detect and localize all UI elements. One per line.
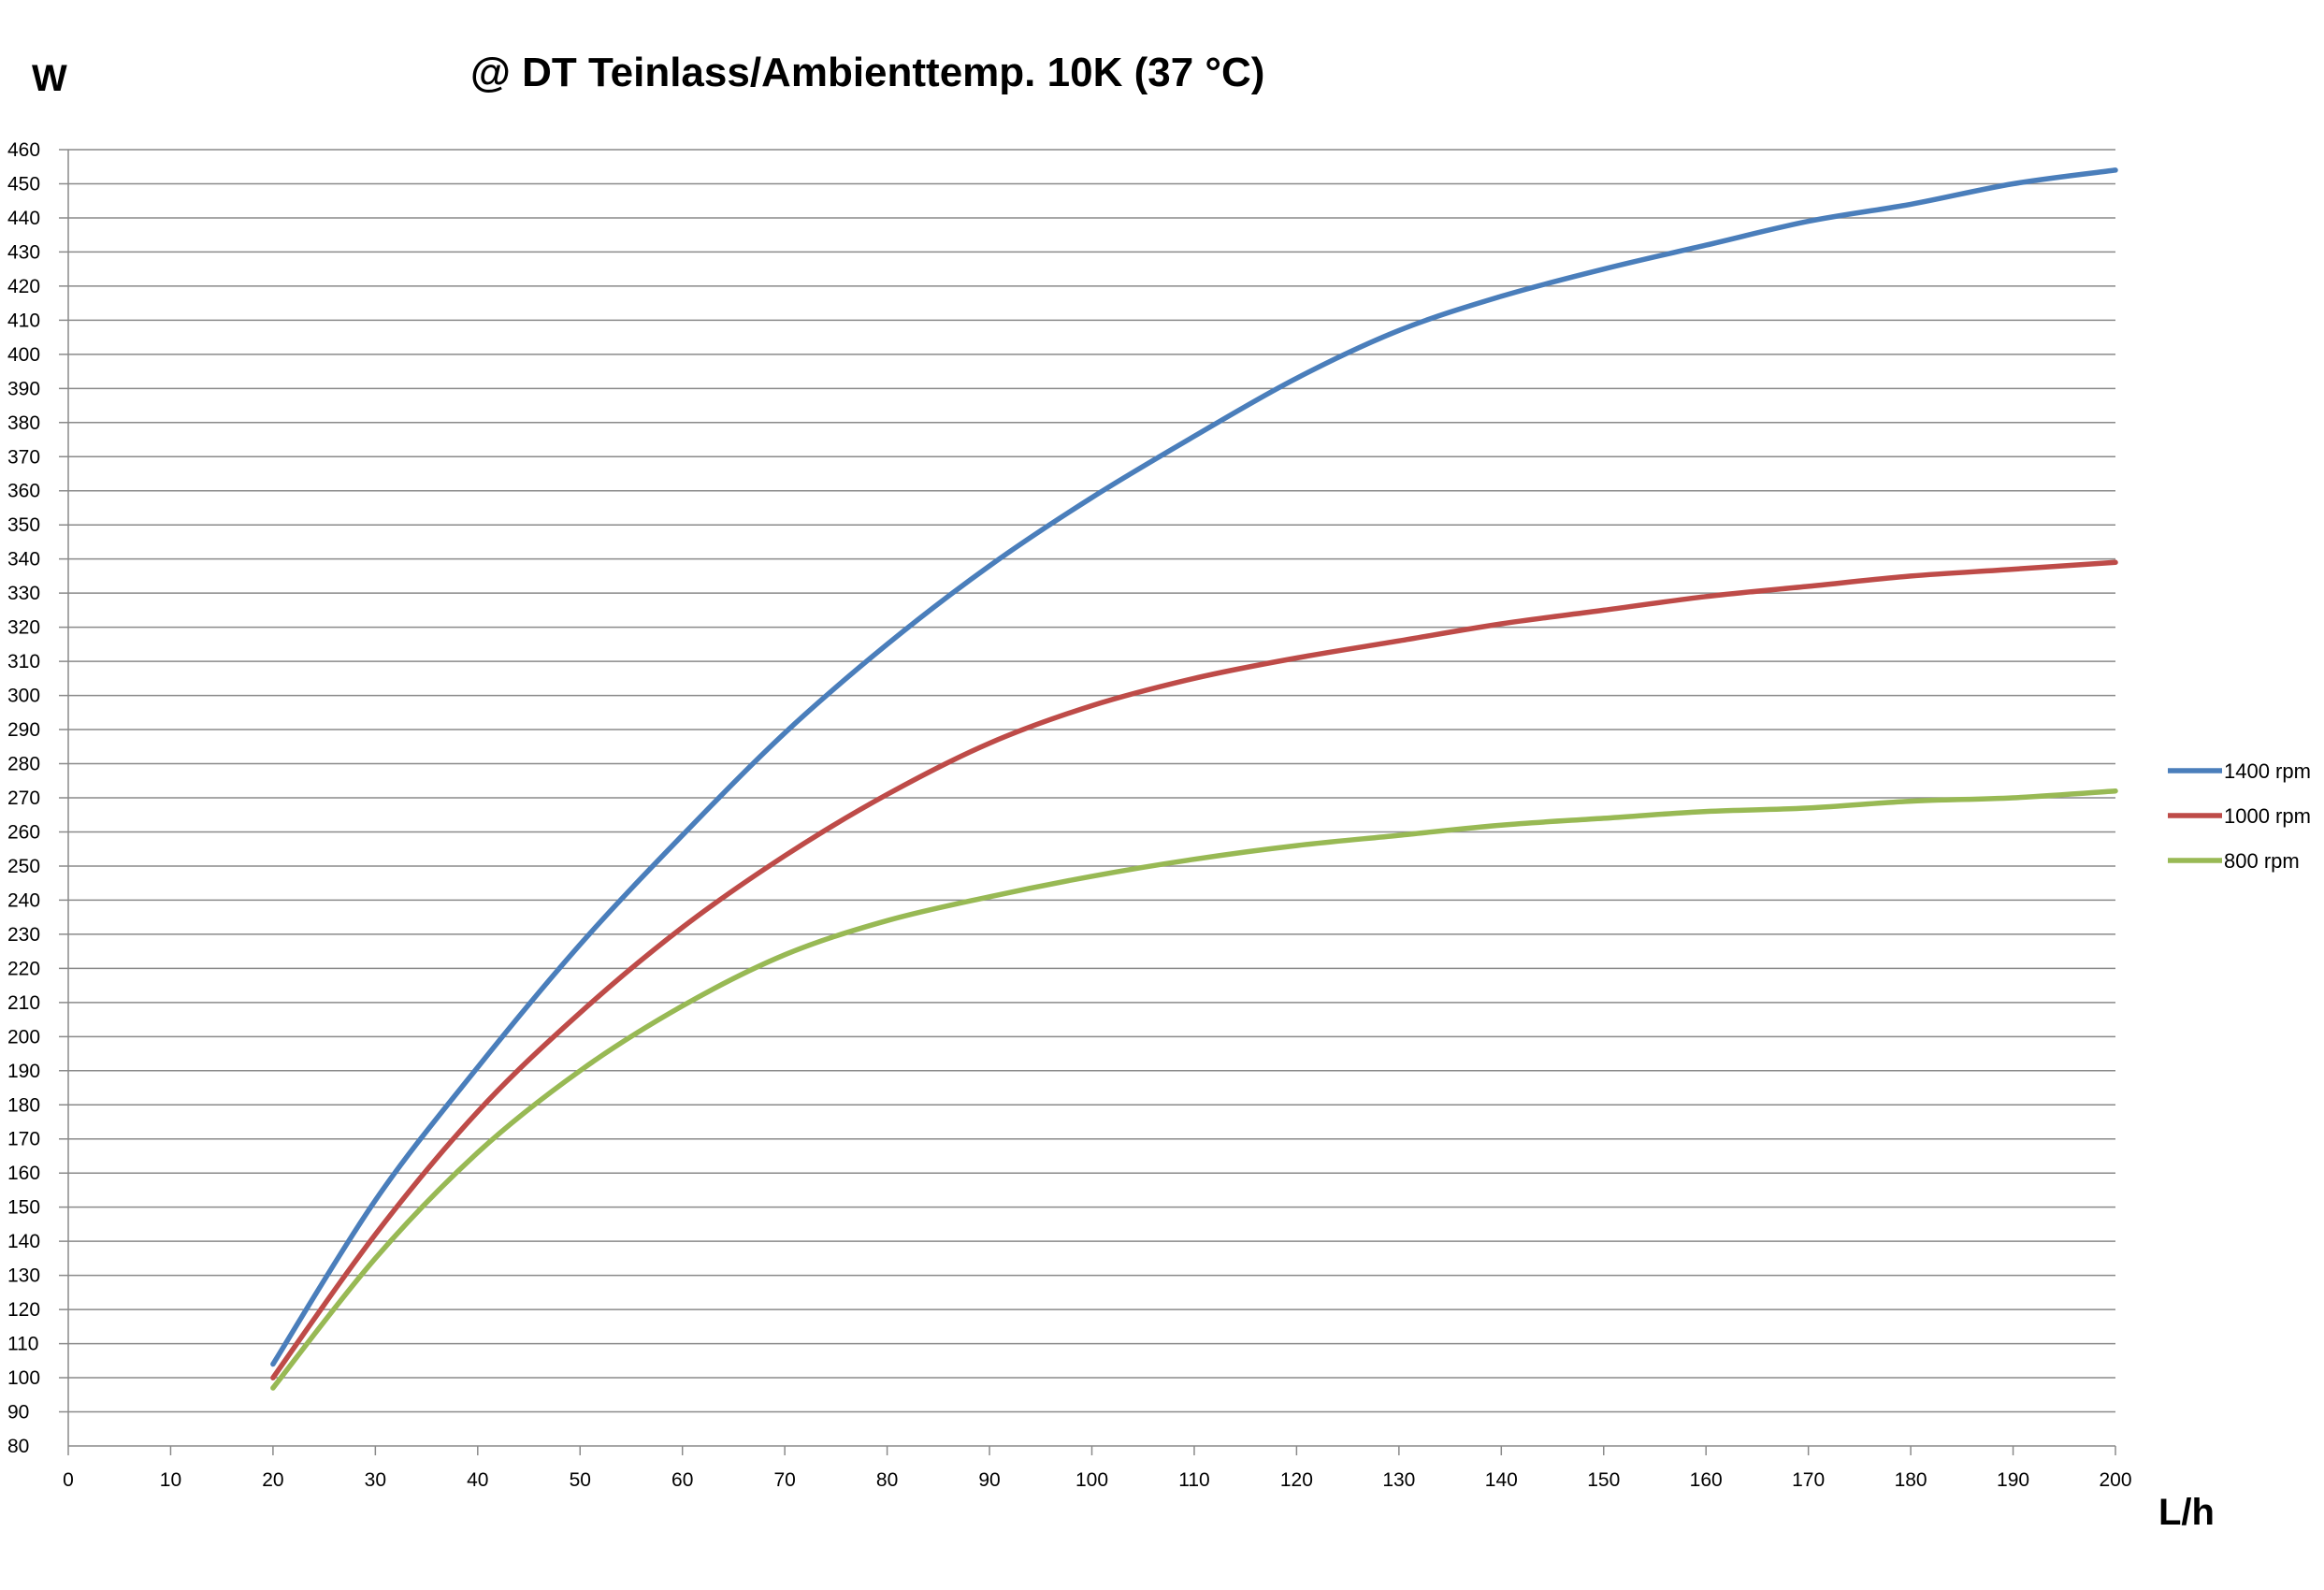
x-tick-label: 130 — [1382, 1469, 1415, 1491]
y-tick-label: 380 — [7, 412, 40, 434]
y-tick-label: 360 — [7, 481, 40, 502]
x-tick-label: 180 — [1895, 1469, 1927, 1491]
x-tick-label: 80 — [876, 1469, 898, 1491]
y-tick-label: 100 — [7, 1367, 40, 1389]
y-tick-label: 280 — [7, 754, 40, 775]
y-tick-label: 170 — [7, 1129, 40, 1150]
x-tick-label: 40 — [467, 1469, 488, 1491]
x-tick-label: 120 — [1280, 1469, 1313, 1491]
y-tick-label: 240 — [7, 889, 40, 911]
y-tick-label: 340 — [7, 549, 40, 571]
y-tick-label: 300 — [7, 686, 40, 707]
y-tick-label: 330 — [7, 583, 40, 604]
x-tick-labels: 0 10 20 30 40 50 60 70 80 90 100 110 120 130 140 150 160… — [63, 1469, 2131, 1491]
y-tick-label: 440 — [7, 208, 40, 229]
series-line-2 — [270, 788, 2118, 1391]
x-tick-label: 160 — [1690, 1469, 1723, 1491]
y-tick-label: 250 — [7, 856, 40, 877]
y-tick-label: 450 — [7, 173, 40, 195]
axes — [67, 150, 2116, 1455]
x-tick-label: 200 — [2099, 1469, 2131, 1491]
x-axis-label: L/h — [2158, 1492, 2215, 1533]
series-line-0 — [270, 167, 2118, 1367]
legend: 1400 rpm 1000 rpm 800 rpm — [2168, 759, 2311, 873]
legend-label-1: 1000 rpm — [2224, 804, 2311, 828]
y-tick-label: 110 — [7, 1334, 38, 1355]
series-lines — [270, 167, 2118, 1391]
x-tick-label: 70 — [773, 1469, 795, 1491]
y-tick-label: 210 — [7, 992, 40, 1014]
y-tick-label: 200 — [7, 1026, 40, 1048]
y-tick-label: 130 — [7, 1265, 40, 1287]
y-tick-label: 140 — [7, 1231, 40, 1252]
y-tick-label: 260 — [7, 821, 40, 843]
x-tick-label: 0 — [63, 1469, 74, 1491]
x-tick-label: 150 — [1587, 1469, 1620, 1491]
legend-label-0: 1400 rpm — [2224, 759, 2311, 783]
y-tick-label: 80 — [7, 1436, 29, 1457]
y-tick-label: 390 — [7, 378, 40, 399]
x-tick-label: 110 — [1178, 1469, 1209, 1491]
x-tick-label: 170 — [1792, 1469, 1825, 1491]
y-tick-label: 320 — [7, 617, 40, 639]
y-tick-label: 430 — [7, 241, 40, 263]
x-tick-label: 60 — [671, 1469, 693, 1491]
y-tick-label: 410 — [7, 310, 40, 331]
x-tick-label: 140 — [1485, 1469, 1518, 1491]
y-axis-label: W — [32, 58, 67, 99]
x-tick-label: 100 — [1075, 1469, 1108, 1491]
legend-label-2: 800 rpm — [2224, 849, 2300, 873]
series-line-1 — [270, 559, 2118, 1380]
grid — [59, 149, 2115, 1413]
y-tick-labels: 80 90 100 110 120 130 140 150 160 170 180 190 200 210… — [7, 139, 40, 1457]
x-tick-label: 90 — [978, 1469, 1000, 1491]
y-tick-label: 90 — [7, 1402, 29, 1424]
x-tick-label: 190 — [1997, 1469, 2029, 1491]
y-tick-label: 150 — [7, 1197, 40, 1219]
y-tick-label: 460 — [7, 139, 40, 161]
y-tick-label: 120 — [7, 1299, 40, 1321]
y-tick-label: 270 — [7, 788, 40, 809]
y-tick-label: 370 — [7, 446, 40, 468]
y-tick-label: 420 — [7, 276, 40, 297]
x-tick-label: 30 — [365, 1469, 386, 1491]
x-tick-label: 50 — [570, 1469, 591, 1491]
y-tick-label: 310 — [7, 651, 40, 672]
y-tick-label: 220 — [7, 958, 40, 979]
y-tick-label: 230 — [7, 924, 40, 946]
y-tick-label: 290 — [7, 719, 40, 741]
y-tick-label: 190 — [7, 1061, 40, 1082]
y-tick-label: 400 — [7, 344, 40, 366]
chart-title: @ DT Teinlass/Ambienttemp. 10K (37 °C) — [470, 50, 1264, 95]
y-tick-label: 160 — [7, 1163, 40, 1184]
y-tick-label: 180 — [7, 1094, 40, 1116]
x-tick-label: 10 — [160, 1469, 181, 1491]
y-tick-label: 350 — [7, 514, 40, 536]
x-tick-label: 20 — [262, 1469, 283, 1491]
